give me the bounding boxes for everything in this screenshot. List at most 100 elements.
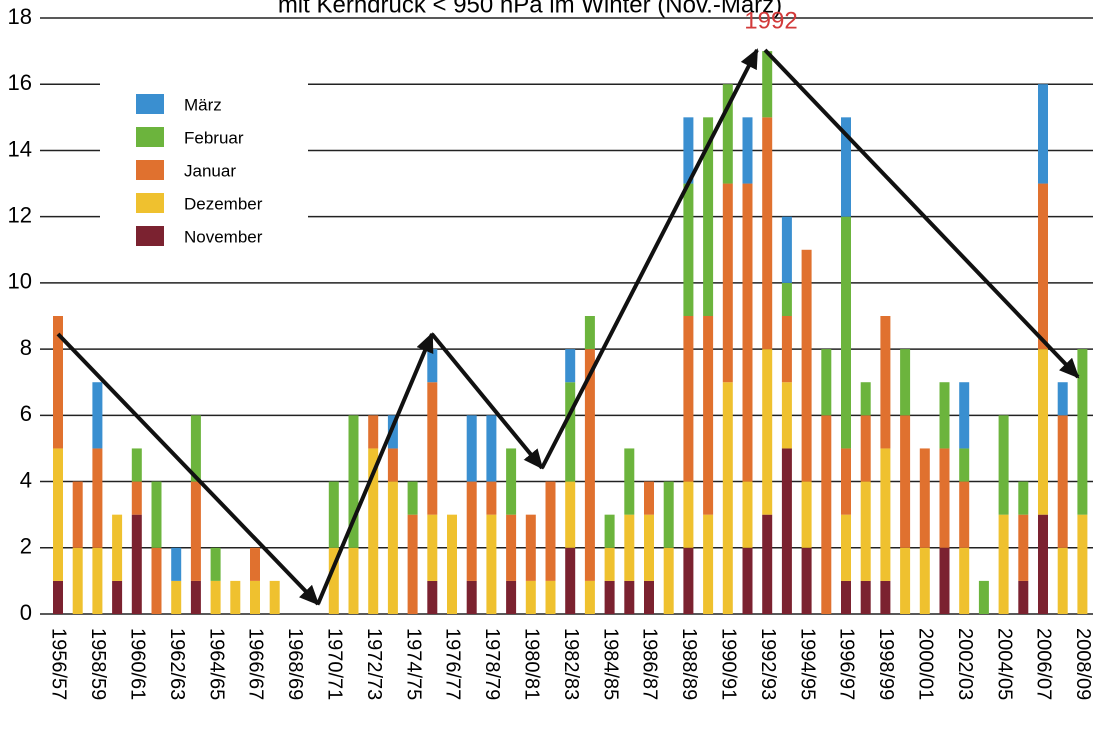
bar-segment xyxy=(427,382,438,515)
bar-segment xyxy=(880,316,891,449)
bar-segment xyxy=(486,415,497,482)
x-tick-label: 1976/77 xyxy=(442,628,464,700)
bar-segment xyxy=(781,382,792,449)
bar-segment xyxy=(821,349,832,416)
bar-segment xyxy=(663,481,674,548)
bar-segment xyxy=(880,580,891,614)
bar-segment xyxy=(801,547,812,614)
x-tick-label: 1970/71 xyxy=(324,628,346,700)
bar-segment xyxy=(1038,349,1048,515)
trend-arrow xyxy=(56,332,320,606)
bar-segment xyxy=(250,580,260,614)
x-tick-label: 1990/91 xyxy=(718,628,740,700)
bar-segment xyxy=(1057,382,1068,416)
bar-segment xyxy=(210,547,221,581)
bar-segment xyxy=(447,514,457,614)
bar-segment xyxy=(328,547,339,614)
bar-segment xyxy=(466,481,477,581)
x-tick-label: 1958/59 xyxy=(87,628,109,700)
bar-segment xyxy=(368,415,379,449)
bar-segment xyxy=(1077,514,1088,614)
bar-segment xyxy=(427,349,438,383)
bar-segment xyxy=(703,117,714,316)
bar-segment xyxy=(328,481,339,548)
bar-segment xyxy=(525,514,536,581)
bar-segment xyxy=(683,183,694,316)
bar-segment xyxy=(624,448,635,515)
x-tick-label: 1960/61 xyxy=(127,628,149,700)
bar-segment xyxy=(387,415,398,449)
bar-segment xyxy=(1038,183,1048,350)
bar-segment xyxy=(387,481,398,614)
x-tick-label: 1980/81 xyxy=(521,628,543,700)
bar-segment xyxy=(998,415,1009,515)
bar-segment xyxy=(703,316,714,515)
bar-segment xyxy=(506,580,517,614)
bar-segment xyxy=(53,316,63,449)
x-tick-label: 1968/69 xyxy=(284,628,306,700)
bar-segment xyxy=(959,547,970,614)
bar-segment xyxy=(565,382,576,482)
bar-segment xyxy=(1018,481,1029,515)
bar-segment xyxy=(742,117,753,184)
bar-segment xyxy=(604,547,615,581)
x-tick-label: 1966/67 xyxy=(245,628,267,700)
bar-segment xyxy=(860,415,871,482)
bar-segment xyxy=(190,415,201,482)
legend-label: Dezember xyxy=(184,194,263,213)
bar-segment xyxy=(683,547,694,614)
chart-title: mit Kerndruck < 950 hPa im Winter (Nov.-… xyxy=(278,0,782,18)
x-tick-label: 2008/09 xyxy=(1072,628,1093,700)
bar-segment xyxy=(801,249,812,482)
bar-segment xyxy=(171,580,182,614)
x-tick-label: 1994/95 xyxy=(796,628,818,700)
bar-segment xyxy=(1057,415,1068,548)
bar-segment xyxy=(584,349,595,581)
bar-segment xyxy=(604,514,615,548)
x-tick-label: 1986/87 xyxy=(639,628,661,700)
legend-swatch xyxy=(136,127,164,147)
bar-segment xyxy=(939,547,950,614)
legend-swatch xyxy=(136,94,164,114)
bar-segment xyxy=(841,117,851,217)
bar-segment xyxy=(683,316,694,482)
bar-segment xyxy=(53,580,63,614)
bar-segment xyxy=(1038,84,1048,184)
bar-segment xyxy=(939,448,950,548)
y-tick-label: 6 xyxy=(20,401,32,426)
bar-segment xyxy=(584,316,595,350)
bar-segment xyxy=(131,448,142,482)
trend-arrow xyxy=(316,332,434,605)
legend-box xyxy=(100,78,308,256)
y-tick-label: 4 xyxy=(20,467,32,492)
bar-segment xyxy=(348,415,359,548)
bar-segment xyxy=(565,481,576,548)
bar-segment xyxy=(722,382,733,614)
x-tick-label: 1992/93 xyxy=(757,628,779,700)
bar-segment xyxy=(269,580,280,614)
x-tick-label: 1984/85 xyxy=(599,628,621,700)
bar-segment xyxy=(762,117,773,350)
bar-segment xyxy=(250,547,260,581)
x-tick-label: 1982/83 xyxy=(560,628,582,700)
legend-label: Februar xyxy=(184,128,244,147)
bar-segment xyxy=(1077,349,1088,515)
bar-segment xyxy=(604,580,615,614)
x-tick-label: 2006/07 xyxy=(1033,628,1055,700)
bar-segment xyxy=(841,580,851,614)
bar-segment xyxy=(801,481,812,548)
bar-segment xyxy=(781,282,792,316)
y-tick-label: 8 xyxy=(20,335,32,360)
bar-segment xyxy=(781,448,792,614)
bar-segment xyxy=(525,580,536,614)
bar-segment xyxy=(644,580,654,614)
bar-segment xyxy=(860,481,871,581)
bar-segment xyxy=(781,316,792,383)
bar-segment xyxy=(1018,580,1029,614)
legend-label: Januar xyxy=(184,161,236,180)
bar-segment xyxy=(545,481,556,581)
bar-segment xyxy=(1018,514,1029,581)
bar-segment xyxy=(1038,514,1048,614)
bar-segment xyxy=(860,580,871,614)
y-tick-label: 18 xyxy=(8,4,32,29)
